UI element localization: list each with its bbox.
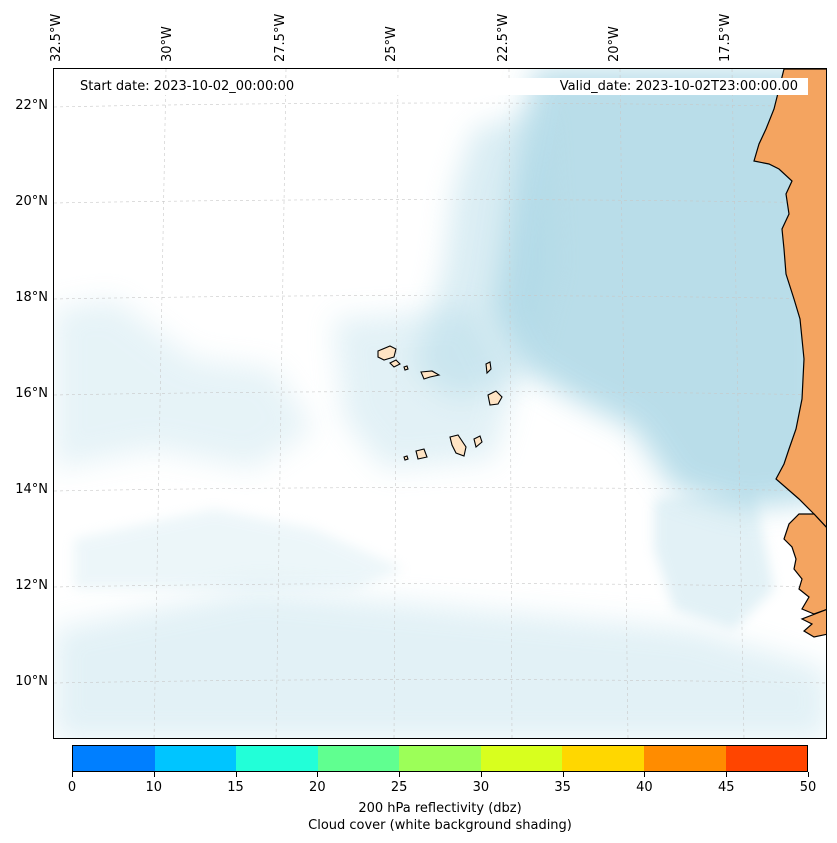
island-maio bbox=[473, 435, 483, 448]
colorbar-tick-mark bbox=[726, 772, 728, 777]
colorbar-tick-mark bbox=[399, 772, 401, 777]
latitude-label: 22°N bbox=[15, 98, 48, 113]
gridline-lon-22-5w bbox=[508, 69, 513, 738]
island-santiago bbox=[449, 434, 467, 457]
cloud-band-south bbox=[54, 589, 826, 738]
gridline-lat-14n bbox=[54, 487, 826, 492]
colorbar-tick-label: 30 bbox=[472, 780, 490, 795]
island-fogo bbox=[415, 448, 428, 460]
colorbar-tick-mark bbox=[480, 772, 482, 777]
latitude-label: 10°N bbox=[15, 674, 48, 689]
colorbar-segment bbox=[399, 746, 481, 771]
colorbar-segment bbox=[725, 746, 808, 771]
graticule bbox=[54, 69, 826, 738]
colorbar-segment bbox=[154, 746, 237, 771]
cloud-band-west bbox=[54, 299, 314, 469]
island-santo-antao bbox=[377, 345, 397, 361]
island-sao-vicente bbox=[389, 359, 401, 368]
gridline-lon-20w bbox=[619, 69, 629, 738]
cloud-patch-islands bbox=[334, 309, 514, 469]
cloud-band-lower bbox=[74, 509, 404, 589]
gridline-lat-16n bbox=[54, 391, 826, 396]
colorbar-tick-mark bbox=[72, 772, 73, 777]
colorbar-tick-label: 20 bbox=[309, 780, 326, 795]
colorbar-label-reflectivity: 200 hPa reflectivity (dbz) bbox=[358, 801, 522, 816]
latitude-label: 14°N bbox=[15, 482, 48, 497]
colorbar-tick-mark bbox=[317, 772, 319, 777]
colorbar-label-cloud-cover: Cloud cover (white background shading) bbox=[308, 818, 572, 833]
island-santa-luzia bbox=[403, 365, 409, 371]
gridline-lat-12n bbox=[54, 583, 826, 588]
latitude-label: 20°N bbox=[15, 194, 48, 209]
cloud-patch-south-east bbox=[654, 489, 774, 629]
gridline-lon-17-5w bbox=[731, 69, 745, 738]
island-boa-vista bbox=[487, 390, 503, 406]
colorbar-tick-mark bbox=[562, 772, 564, 777]
colorbar-tick-label: 50 bbox=[799, 780, 817, 795]
colorbar-tick-mark bbox=[235, 772, 237, 777]
senegal-gambia-coast bbox=[783, 513, 826, 615]
colorbar-tick-mark bbox=[644, 772, 646, 777]
guinea-bissau-coast bbox=[800, 609, 826, 638]
colorbar-tick-mark bbox=[808, 772, 809, 777]
gridline-lon-25w bbox=[393, 69, 399, 738]
colorbar-segment bbox=[236, 746, 318, 771]
latitude-label: 12°N bbox=[15, 578, 48, 593]
colorbar-tick-label: 35 bbox=[554, 780, 571, 795]
colorbar-segment bbox=[73, 746, 155, 771]
gridline-lat-18n bbox=[54, 295, 826, 300]
colorbar-tick-label: 0 bbox=[67, 780, 77, 795]
cabo-verde-islands bbox=[377, 345, 503, 461]
island-sao-nicolau bbox=[420, 370, 441, 380]
colorbar-segment bbox=[643, 746, 726, 771]
africa-coast bbox=[753, 69, 826, 638]
gridline-lon-30w bbox=[153, 69, 167, 738]
island-sal bbox=[485, 361, 492, 375]
start-date-label: Start date: 2023-10-02_00:00:00 bbox=[80, 78, 295, 95]
island-brava bbox=[403, 455, 409, 461]
cloud-mass-east bbox=[494, 69, 826, 509]
gridline-lat-20n bbox=[54, 199, 826, 204]
gridline-lon-27-5w bbox=[275, 69, 287, 738]
colorbar-segment bbox=[317, 746, 400, 771]
colorbar-segment bbox=[480, 746, 563, 771]
longitude-label: 32.5°W bbox=[49, 13, 64, 62]
map-canvas bbox=[54, 69, 826, 738]
gridline-lat-10n bbox=[54, 679, 826, 684]
colorbar-tick-label: 15 bbox=[227, 780, 244, 795]
colorbar-tick-mark bbox=[153, 772, 155, 777]
cloud-cover-shading bbox=[54, 69, 826, 738]
colorbar-tick-label: 10 bbox=[145, 780, 163, 795]
colorbar-tick-label: 45 bbox=[717, 780, 735, 795]
latitude-label: 18°N bbox=[15, 290, 48, 305]
longitude-label: 30°W bbox=[160, 26, 175, 62]
valid-date-label: Valid_date: 2023-10-02T23:00:00.00 bbox=[559, 78, 798, 95]
map-panel: Start date: 2023-10-02_00:00:00 Valid_da… bbox=[53, 68, 827, 739]
longitude-label: 22.5°W bbox=[496, 13, 511, 62]
longitude-label: 20°W bbox=[607, 26, 622, 62]
colorbar-segment bbox=[562, 746, 644, 771]
longitude-label: 27.5°W bbox=[273, 13, 288, 62]
colorbar-tick-label: 40 bbox=[636, 780, 653, 795]
latitude-label: 16°N bbox=[15, 386, 48, 401]
colorbar bbox=[72, 745, 808, 772]
gridline-lat-22n bbox=[54, 102, 826, 108]
colorbar-tick-label: 25 bbox=[390, 780, 408, 795]
africa-landmass bbox=[753, 69, 826, 528]
longitude-label: 25°W bbox=[384, 26, 399, 62]
longitude-label: 17.5°W bbox=[718, 13, 733, 62]
